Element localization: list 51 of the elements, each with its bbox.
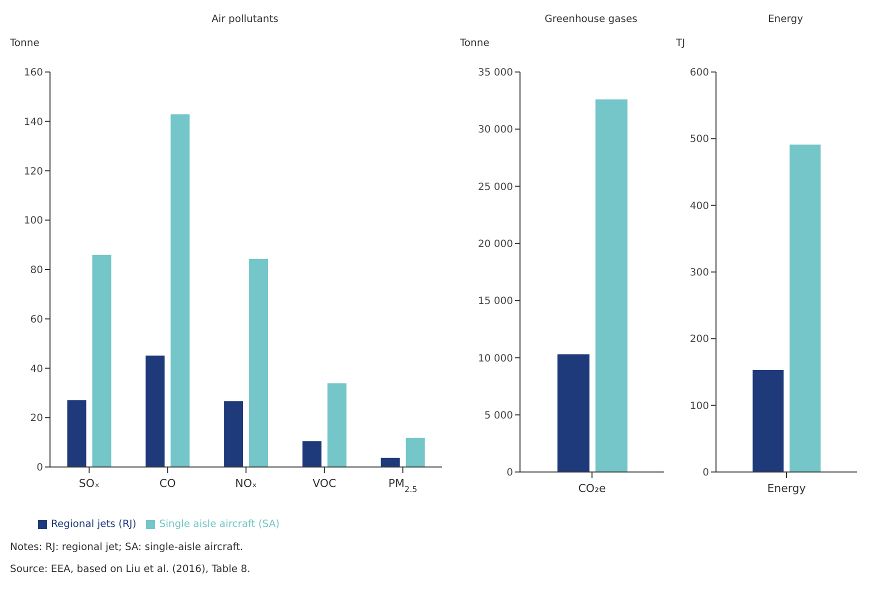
bar (249, 258, 268, 467)
y-tick-label: 300 (690, 268, 709, 279)
source-note: Source: EEA, based on Liu et al. (2016), Table 8. (10, 564, 250, 575)
y-tick-label: 0 (702, 468, 709, 479)
chart-title: Energy (766, 14, 804, 25)
y-tick-label: 100 (24, 216, 43, 227)
y-tick-label: 15 000 (478, 296, 513, 308)
x-tick-label: CO₂e (578, 482, 606, 495)
bar (67, 400, 86, 467)
y-tick-label: 0 (506, 468, 513, 479)
bar (302, 441, 322, 467)
y-axis-title: TJ (676, 38, 686, 49)
y-tick-label: 600 (690, 68, 709, 79)
y-tick-label: 400 (690, 200, 709, 212)
x-tick-label: PM$_{2.5}$ (388, 477, 418, 494)
y-tick-label: 40 (30, 364, 43, 375)
y-tick-label: 60 (30, 314, 43, 326)
y-tick-label: 500 (690, 134, 709, 146)
y-tick-label: 0 (36, 462, 43, 474)
y-axis-title: Tonne (460, 38, 490, 49)
x-tick-label: CO (159, 477, 176, 490)
y-tick-label: 25 000 (478, 182, 513, 193)
bar (380, 458, 400, 467)
y-tick-label: 120 (24, 166, 43, 178)
x-tick-label: Energy (767, 482, 806, 495)
chart-title: Greenhouse gases (544, 14, 638, 25)
y-tick-label: 10 000 (478, 353, 513, 364)
bar (92, 254, 112, 467)
bar (406, 438, 425, 467)
y-tick-label: 35 000 (478, 68, 513, 79)
y-tick-label: 100 (690, 400, 709, 412)
y-tick-label: 140 (24, 116, 43, 128)
y-tick-label: 80 (30, 265, 43, 276)
x-tick-label: VOC (312, 477, 337, 490)
chart-title: Air pollutants (210, 14, 280, 25)
y-tick-label: 30 000 (478, 124, 513, 136)
legend-label: Single aisle aircraft (SA) (159, 519, 280, 530)
y-tick-label: 160 (24, 68, 43, 79)
text: Notes: RJ: regional jet; SA: single-aisle aircraft. (10, 542, 244, 553)
bar (327, 383, 346, 467)
legend-label: Regional jets (RJ) (51, 519, 136, 530)
y-tick-label: 200 (690, 334, 709, 346)
bar (224, 401, 244, 467)
x-tick-label: SOₓ (78, 477, 100, 490)
y-tick-label: 5 000 (484, 410, 513, 422)
y-tick-label: 20 (30, 413, 43, 424)
x-tick-label: NOₓ (235, 477, 257, 490)
bar (170, 114, 190, 467)
y-axis-title: Tonne (10, 38, 40, 49)
bar (146, 356, 165, 467)
y-tick-label: 20 000 (478, 238, 513, 250)
